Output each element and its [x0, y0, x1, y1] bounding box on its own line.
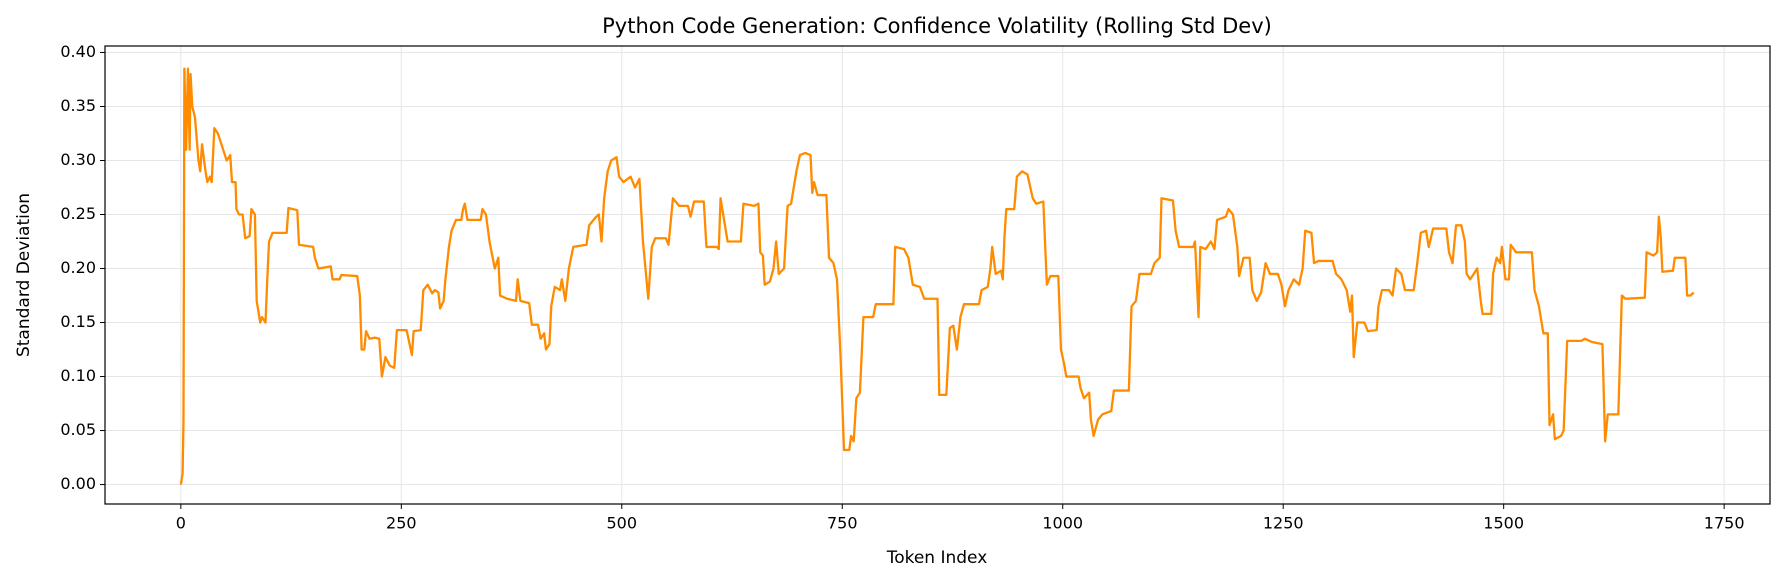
x-tick-label: 250: [386, 514, 417, 533]
data-line: [179, 67, 1695, 485]
y-tick-label: 0.00: [60, 474, 96, 493]
y-tick-label: 0.10: [60, 366, 96, 385]
y-tick-label: 0.15: [60, 312, 96, 331]
x-tick-label: 1750: [1704, 514, 1745, 533]
y-tick-label: 0.30: [60, 150, 96, 169]
x-axis-label: Token Index: [886, 548, 988, 568]
x-tick-label: 1250: [1263, 514, 1304, 533]
y-tick-label: 0.25: [60, 204, 96, 223]
plot-frame: [104, 45, 1771, 505]
x-tick-label: 0: [176, 514, 186, 533]
x-tick-label: 1500: [1483, 514, 1524, 533]
y-tick-label: 0.20: [60, 258, 96, 277]
x-tick-label: 500: [607, 514, 638, 533]
y-tick-label: 0.35: [60, 96, 96, 115]
x-tick-label: 1000: [1042, 514, 1083, 533]
y-tick-label: 0.40: [60, 42, 96, 61]
y-tick-label: 0.05: [60, 420, 96, 439]
x-tick-label: 750: [827, 514, 858, 533]
chart-title: Python Code Generation: Confidence Volat…: [602, 14, 1272, 38]
y-axis-label: Standard Deviation: [14, 193, 34, 357]
